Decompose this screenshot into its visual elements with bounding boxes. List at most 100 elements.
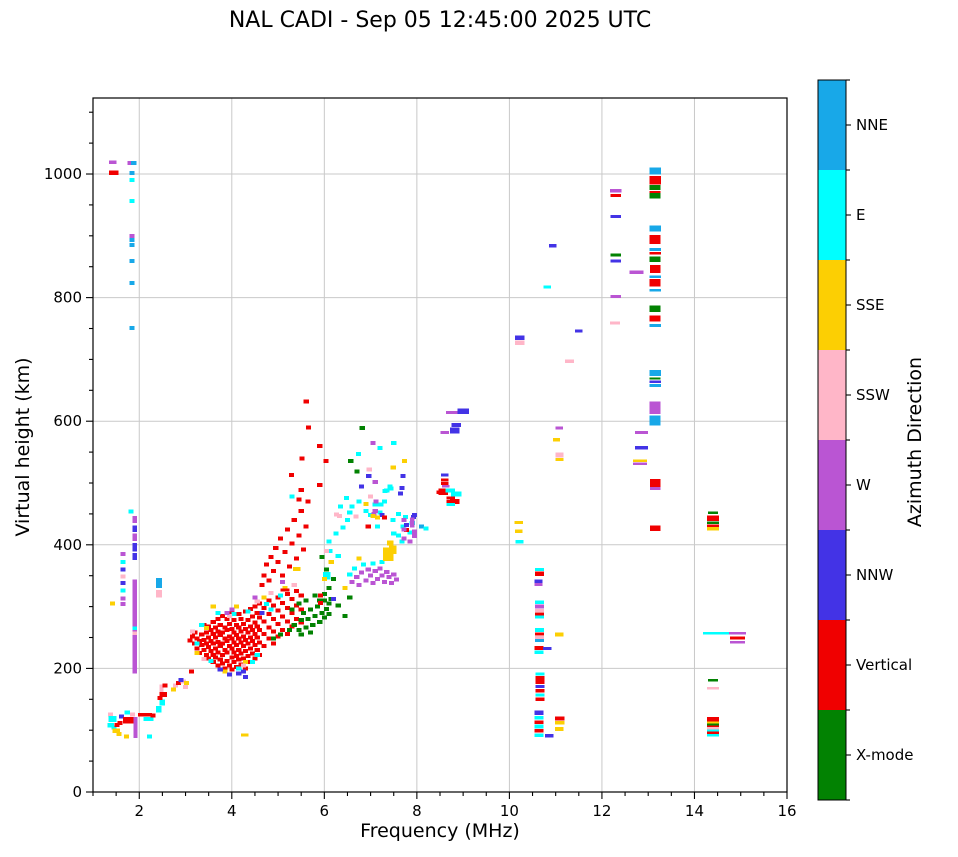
data-point (224, 617, 230, 621)
data-point (132, 515, 137, 524)
data-point (261, 605, 267, 610)
data-point (236, 671, 242, 676)
data-point (649, 315, 661, 322)
data-point (108, 716, 117, 723)
data-point (298, 620, 304, 625)
data-point (146, 734, 152, 739)
data-point (288, 473, 294, 477)
ticks (86, 111, 788, 799)
data-point (129, 243, 135, 248)
data-point (233, 654, 239, 658)
colorbar-label: SSE (856, 296, 885, 314)
data-point (373, 499, 379, 504)
gridlines (93, 98, 788, 793)
data-point (128, 509, 134, 514)
axes (92, 97, 788, 793)
data-point (441, 484, 450, 488)
data-point (440, 473, 449, 477)
data-point (268, 607, 274, 612)
data-point (226, 613, 232, 618)
data-point (534, 568, 545, 572)
data-point (555, 721, 565, 725)
data-point (189, 629, 195, 634)
data-point (534, 724, 544, 729)
data-point (610, 189, 622, 193)
data-point (238, 651, 244, 656)
data-point (120, 560, 126, 565)
data-point (365, 567, 371, 572)
data-point (233, 623, 239, 628)
data-point (171, 687, 177, 692)
data-point (307, 607, 313, 612)
data-point (194, 641, 200, 646)
data-point (515, 335, 525, 340)
data-point (400, 474, 406, 479)
data-point (707, 727, 719, 730)
data-point (317, 598, 323, 603)
data-point (381, 579, 387, 584)
data-point (243, 649, 249, 654)
data-point (326, 586, 332, 591)
data-point (354, 469, 360, 474)
data-point (407, 539, 413, 544)
data-point (349, 579, 355, 584)
data-point (252, 656, 258, 661)
data-point (238, 629, 244, 634)
data-point (377, 445, 383, 450)
data-point (226, 663, 232, 668)
data-point (314, 604, 320, 609)
data-point (159, 684, 164, 692)
colorbar-segment (818, 530, 846, 620)
data-point (707, 723, 719, 726)
data-point (226, 621, 232, 626)
data-point (254, 624, 260, 629)
data-point (534, 710, 544, 715)
data-point (575, 329, 583, 333)
data-point (194, 636, 200, 641)
data-point (303, 524, 309, 529)
data-point (208, 649, 214, 654)
data-point (127, 160, 133, 165)
data-point (298, 607, 304, 612)
data-point (268, 555, 274, 560)
data-point (333, 531, 339, 536)
data-point (356, 499, 362, 504)
data-point (409, 517, 415, 528)
data-point (634, 430, 648, 434)
data-point (220, 661, 226, 666)
data-point (450, 427, 460, 434)
data-point (231, 612, 237, 616)
data-point (210, 641, 216, 646)
data-point (534, 650, 544, 655)
data-point (280, 573, 286, 578)
data-point (649, 279, 661, 287)
data-point (649, 256, 661, 263)
data-point (634, 446, 648, 450)
data-point (534, 579, 543, 583)
data-point (291, 623, 297, 628)
data-point (129, 170, 135, 175)
x-axis-label: Frequency (MHz) (360, 820, 520, 842)
data-point (268, 591, 274, 595)
data-point (129, 178, 135, 183)
data-point (446, 411, 460, 415)
data-point (254, 635, 260, 640)
colorbar-label: Vertical (856, 656, 912, 674)
x-tick-label: 6 (320, 802, 330, 820)
data-point (324, 567, 330, 572)
data-point (729, 631, 746, 635)
data-point (206, 644, 212, 649)
data-point (372, 508, 378, 513)
data-point (534, 628, 545, 632)
data-point (545, 734, 554, 738)
data-point (368, 573, 374, 578)
data-point (243, 626, 249, 631)
data-point (196, 639, 202, 644)
data-point (226, 644, 232, 649)
data-point (178, 678, 184, 683)
data-point (250, 614, 256, 619)
data-point (535, 676, 545, 685)
data-point (299, 456, 305, 461)
data-point (133, 717, 138, 739)
data-point (391, 572, 397, 577)
